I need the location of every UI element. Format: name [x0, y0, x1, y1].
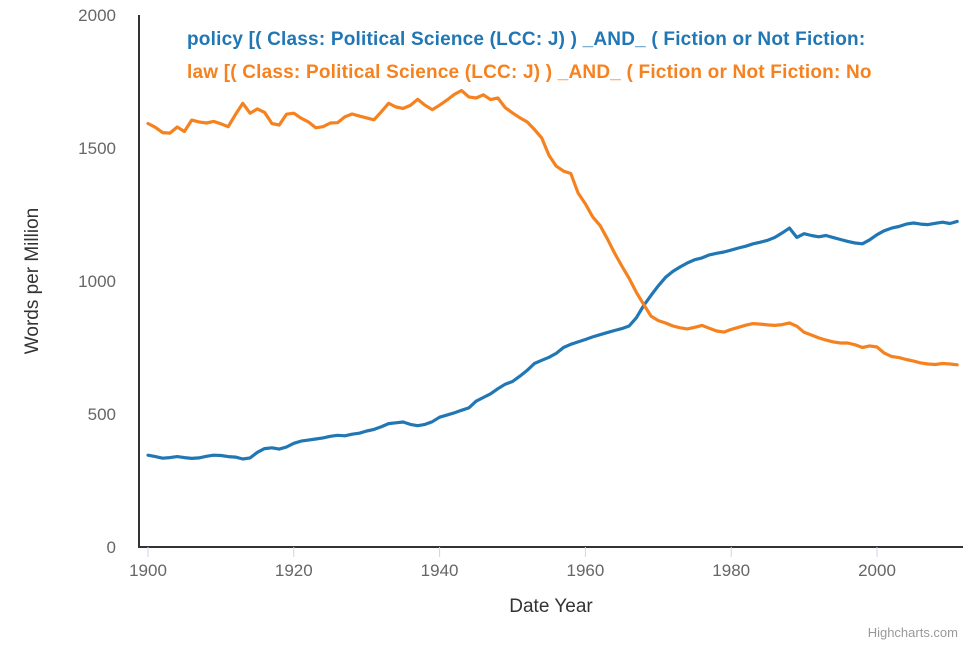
x-axis-title: Date Year [509, 596, 593, 617]
x-tick-label: 1900 [129, 561, 167, 580]
x-tick-label: 1940 [421, 561, 459, 580]
y-tick-label: 1000 [78, 272, 116, 291]
series-line-law[interactable] [146, 88, 959, 367]
legend: policy [( Class: Political Science (LCC:… [187, 23, 872, 89]
y-tick-label: 1500 [78, 139, 116, 158]
y-tick-label: 2000 [78, 6, 116, 25]
y-axis-title: Words per Million [22, 207, 43, 355]
legend-item-law[interactable]: law [( Class: Political Science (LCC: J)… [187, 62, 872, 83]
x-tick-label: 1980 [712, 561, 750, 580]
x-tick-label: 1920 [275, 561, 313, 580]
x-tick-label: 2000 [858, 561, 896, 580]
highcharts-credit-link[interactable]: Highcharts.com [867, 625, 958, 640]
legend-item-policy[interactable]: policy [( Class: Political Science (LCC:… [187, 29, 866, 50]
axis-lines [138, 15, 963, 548]
y-tick-label: 0 [107, 538, 116, 557]
y-tick-label: 500 [88, 405, 116, 424]
series-line-policy[interactable] [146, 219, 959, 461]
x-tick-label: 1960 [566, 561, 604, 580]
